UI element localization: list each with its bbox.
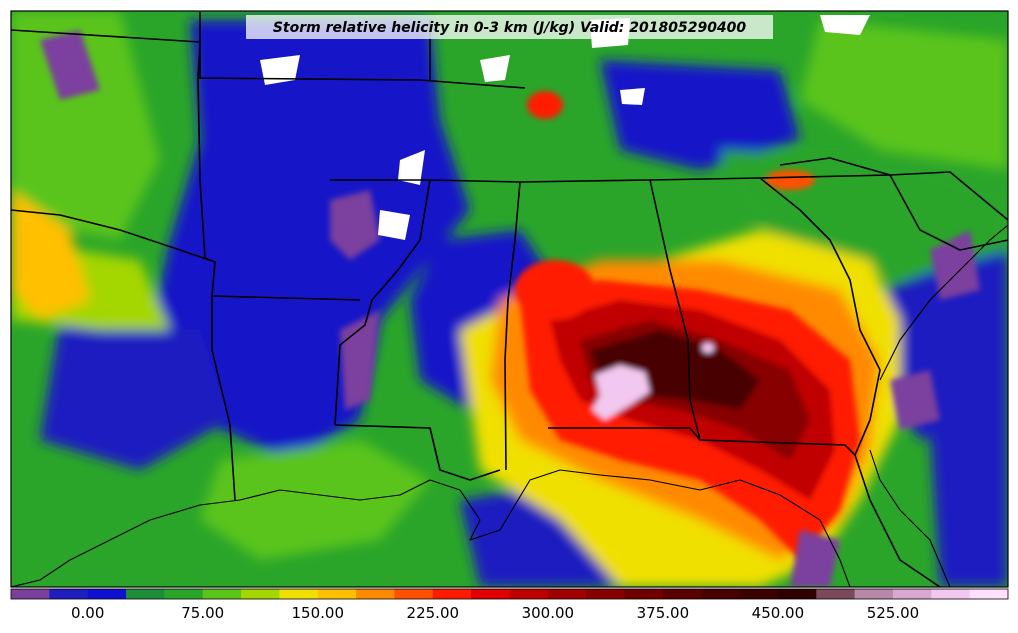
colorbar-swatch xyxy=(586,589,626,599)
colorbar-swatch xyxy=(241,589,280,599)
colorbar-tick-label: 375.00 xyxy=(637,604,690,622)
colorbar-swatch xyxy=(164,589,204,599)
colorbar-swatch xyxy=(11,589,50,599)
colorbar-tick-label: 0.00 xyxy=(71,604,104,622)
colorbar-tick-label: 75.00 xyxy=(181,604,224,622)
colorbar-swatch xyxy=(432,589,472,599)
colorbar-swatch xyxy=(816,589,856,599)
colorbar-swatch xyxy=(471,589,510,599)
colorbar-swatch xyxy=(202,589,242,599)
colorbar-frame xyxy=(10,588,1009,600)
colorbar xyxy=(10,588,1009,600)
colorbar-swatch xyxy=(509,589,549,599)
colorbar-swatch xyxy=(317,589,357,599)
coastline xyxy=(11,224,1008,587)
colorbar-tick-label: 450.00 xyxy=(752,604,805,622)
colorbar-swatch xyxy=(624,589,664,599)
colorbar-tick-label: 150.00 xyxy=(292,604,345,622)
colorbar-swatch xyxy=(739,589,779,599)
colorbar-swatch xyxy=(87,589,127,599)
colorbar-swatch xyxy=(854,589,894,599)
map-frame xyxy=(10,10,1009,588)
colorbar-swatch xyxy=(892,589,932,599)
state-borders xyxy=(11,12,1008,587)
colorbar-tick-label: 225.00 xyxy=(407,604,460,622)
map-title: Storm relative helicity in 0-3 km (J/kg)… xyxy=(273,20,747,36)
colorbar-swatch xyxy=(279,589,319,599)
colorbar-swatch xyxy=(356,589,395,599)
colorbar-swatch xyxy=(701,589,741,599)
colorbar-tick-label: 525.00 xyxy=(867,604,920,622)
colorbar-swatch xyxy=(931,589,971,599)
colorbar-swatch xyxy=(49,589,89,599)
colorbar-swatch xyxy=(126,589,165,599)
title-box: Storm relative helicity in 0-3 km (J/kg)… xyxy=(246,15,773,39)
colorbar-swatch xyxy=(547,589,587,599)
colorbar-swatch xyxy=(662,589,702,599)
colorbar-swatch xyxy=(969,589,1009,599)
colorbar-swatch xyxy=(394,589,434,599)
colorbar-swatch xyxy=(777,589,817,599)
colorbar-ticks: 0.00 75.00 150.00 225.00 300.00 375.00 450.00 5… xyxy=(71,604,919,622)
helicity-field xyxy=(11,11,1008,587)
colorbar-tick-label: 300.00 xyxy=(522,604,575,622)
